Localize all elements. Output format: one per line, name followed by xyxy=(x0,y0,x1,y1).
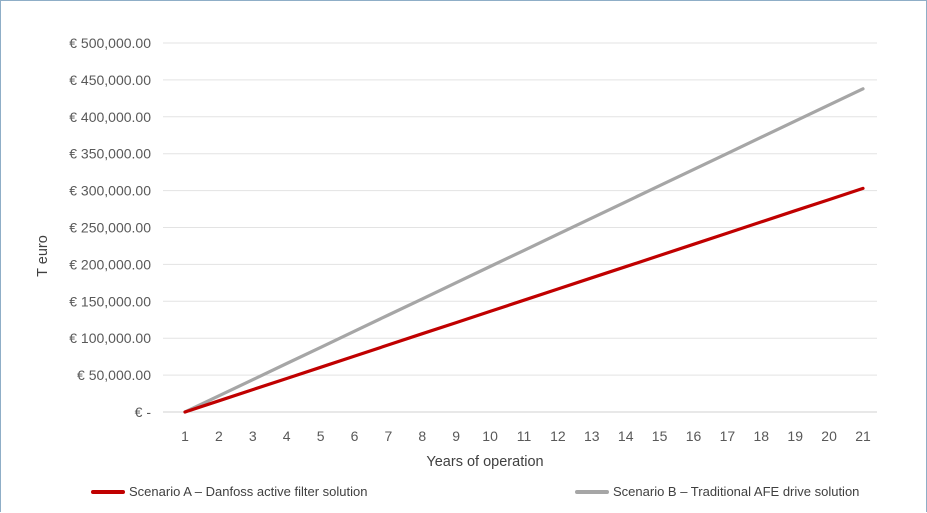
x-tick-label: 16 xyxy=(686,428,702,444)
legend-swatch-scenario-a xyxy=(91,489,125,494)
y-axis-title: T euro xyxy=(35,235,51,277)
y-tick-label: € 500,000.00 xyxy=(69,35,151,51)
series-lines xyxy=(183,87,865,414)
x-tick-label: 10 xyxy=(482,428,498,444)
x-tick-label: 9 xyxy=(452,428,460,444)
y-tick-label: € 250,000.00 xyxy=(69,220,151,236)
x-tick-label: 17 xyxy=(720,428,736,444)
legend-swatch-scenario-b xyxy=(575,489,609,494)
y-tick-label: € 350,000.00 xyxy=(69,146,151,162)
y-tick-label: € 400,000.00 xyxy=(69,109,151,125)
x-tick-label: 7 xyxy=(385,428,393,444)
x-tick-label: 11 xyxy=(517,428,532,444)
x-axis-ticks: 1 2 3 4 5 6 7 8 9 10 11 12 13 14 15 16 17 18 19 20 21 xyxy=(181,428,871,444)
y-tick-label: € 300,000.00 xyxy=(69,183,151,199)
x-tick-label: 14 xyxy=(618,428,634,444)
x-tick-label: 12 xyxy=(550,428,566,444)
y-axis-ticks: € - € 50,000.00 € 100,000.00 € 150,000.00 € … xyxy=(69,35,151,420)
x-tick-label: 5 xyxy=(317,428,325,444)
x-tick-label: 4 xyxy=(283,428,291,444)
y-tick-label: € 100,000.00 xyxy=(69,330,151,346)
x-tick-label: 20 xyxy=(821,428,837,444)
legend-label-scenario-b: Scenario B – Traditional AFE drive solut… xyxy=(613,484,860,499)
y-tick-label: € 50,000.00 xyxy=(77,367,151,383)
x-tick-label: 2 xyxy=(215,428,223,444)
y-tick-label: € 200,000.00 xyxy=(69,256,151,272)
x-tick-label: 19 xyxy=(787,428,803,444)
gridlines xyxy=(163,42,877,376)
x-tick-label: 1 xyxy=(181,428,189,444)
series-line-scenario-a xyxy=(183,186,865,414)
x-tick-label: 6 xyxy=(351,428,359,444)
x-tick-label: 18 xyxy=(754,428,770,444)
x-tick-label: 21 xyxy=(855,428,871,444)
legend-label-scenario-a: Scenario A – Danfoss active filter solut… xyxy=(129,484,368,499)
x-tick-label: 13 xyxy=(584,428,600,444)
x-tick-label: 3 xyxy=(249,428,257,444)
y-tick-label: € 450,000.00 xyxy=(69,72,151,88)
y-tick-label: € 150,000.00 xyxy=(69,293,151,309)
legend-item-scenario-b: Scenario B – Traditional AFE drive solut… xyxy=(575,484,859,499)
x-axis-title: Years of operation xyxy=(426,454,543,470)
x-tick-label: 15 xyxy=(652,428,668,444)
legend-item-scenario-a: Scenario A – Danfoss active filter solut… xyxy=(91,484,367,499)
series-line-scenario-b xyxy=(183,87,865,414)
y-tick-label: € - xyxy=(135,404,152,420)
x-tick-label: 8 xyxy=(418,428,426,444)
